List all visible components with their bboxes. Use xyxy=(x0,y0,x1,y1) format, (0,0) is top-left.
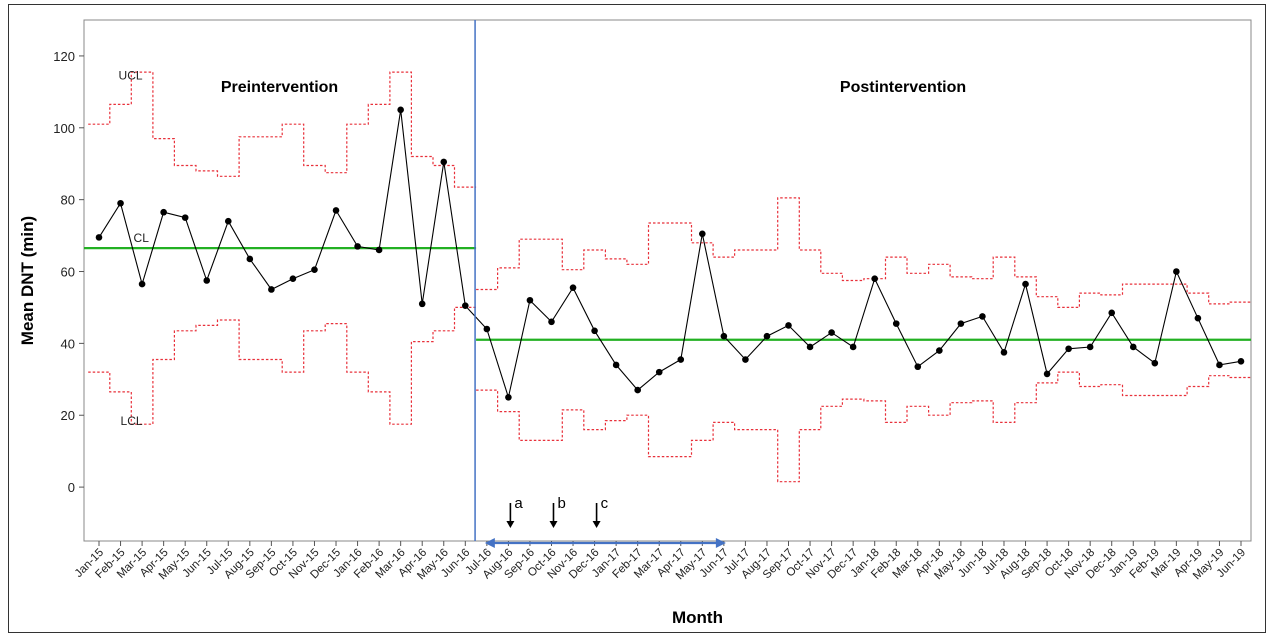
intervention-label: a xyxy=(514,495,523,512)
data-point xyxy=(354,243,361,250)
data-point xyxy=(160,208,167,216)
intervention-label: b xyxy=(557,495,565,512)
data-point xyxy=(849,343,857,351)
data-point xyxy=(979,313,986,320)
x-axis-label: Month xyxy=(672,608,723,627)
y-tick-label: 80 xyxy=(61,193,75,208)
data-series-layer xyxy=(95,106,1245,401)
intervention-arrow-head xyxy=(592,521,601,528)
data-point xyxy=(1086,343,1094,351)
data-point xyxy=(1000,349,1008,356)
data-point xyxy=(785,322,792,329)
data-point xyxy=(1216,361,1223,369)
y-tick-label: 0 xyxy=(68,480,75,495)
y-tick-label: 60 xyxy=(61,265,75,280)
data-point xyxy=(462,302,469,309)
lcl-label: LCL xyxy=(121,414,143,428)
intervention-arrow-head xyxy=(549,521,558,528)
data-point xyxy=(763,332,771,340)
cl-label: CL xyxy=(134,231,150,245)
axes-layer: 020406080100120Jan-15Feb-15Mar-15Apr-15M… xyxy=(53,19,1252,582)
data-point xyxy=(181,214,189,221)
intervention-period-arrowhead-right xyxy=(715,538,726,548)
data-point xyxy=(699,230,706,238)
data-point xyxy=(655,368,663,376)
intervention-period-arrowhead-left xyxy=(484,538,495,548)
phase-label-pre: Preintervention xyxy=(221,79,338,96)
data-point xyxy=(892,320,900,327)
data-point xyxy=(634,386,641,394)
data-point xyxy=(806,343,814,351)
intervention-label: c xyxy=(601,495,609,512)
data-point xyxy=(612,361,620,369)
annotations-layer: UCL CL LCL Preintervention Postintervention a… xyxy=(119,20,966,548)
data-point xyxy=(1194,314,1202,322)
data-point xyxy=(569,284,577,291)
data-point xyxy=(591,327,598,335)
data-point xyxy=(246,255,254,263)
data-point xyxy=(914,363,922,371)
data-point xyxy=(957,320,965,327)
data-point xyxy=(1065,345,1072,353)
data-point xyxy=(871,275,878,283)
data-point xyxy=(1108,309,1116,317)
y-tick-label: 20 xyxy=(61,408,75,423)
data-point xyxy=(375,246,383,254)
data-point xyxy=(936,347,943,354)
data-point xyxy=(268,286,275,293)
data-point xyxy=(311,266,318,274)
data-point xyxy=(397,106,404,114)
data-point xyxy=(505,393,512,401)
data-point xyxy=(289,275,297,283)
data-point xyxy=(677,356,685,363)
ucl-line-post xyxy=(476,197,1251,308)
lcl-line-post xyxy=(476,371,1251,483)
y-tick-label: 120 xyxy=(53,49,75,64)
data-point xyxy=(1043,370,1051,378)
data-point xyxy=(828,329,835,336)
ucl-line-pre xyxy=(88,71,477,188)
data-point xyxy=(483,325,491,333)
data-point xyxy=(1173,268,1180,275)
chart-frame: 0 20 40 60 80 100 120 Jan-15 Feb-15 Mar-15 Apr-15 M… xyxy=(8,4,1266,633)
data-point xyxy=(1151,359,1159,367)
data-point xyxy=(1129,343,1137,351)
center-lines-layer xyxy=(84,247,1251,341)
y-tick-label: 40 xyxy=(61,336,75,351)
y-axis-label: Mean DNT (min) xyxy=(18,216,37,345)
data-point xyxy=(224,217,232,225)
data-point xyxy=(1022,280,1029,288)
data-point xyxy=(203,277,211,284)
mean-dnt-line xyxy=(98,109,1242,400)
data-point xyxy=(526,296,534,304)
control-chart: 020406080100120Jan-15Feb-15Mar-15Apr-15M… xyxy=(18,19,1252,627)
control-limits-layer xyxy=(88,71,1251,483)
data-point xyxy=(1237,358,1245,365)
intervention-arrow-head xyxy=(506,521,515,528)
data-point xyxy=(138,280,146,288)
lcl-line-pre xyxy=(88,306,477,425)
data-point xyxy=(742,356,749,363)
data-point xyxy=(95,234,103,241)
data-point xyxy=(332,207,340,214)
data-point xyxy=(720,332,728,340)
plot-area xyxy=(83,19,1252,542)
phase-label-post: Postintervention xyxy=(840,79,966,96)
data-point xyxy=(117,199,124,207)
ucl-label: UCL xyxy=(119,68,143,82)
data-point xyxy=(440,158,448,166)
data-point xyxy=(418,300,426,308)
y-tick-label: 100 xyxy=(53,121,75,136)
data-point xyxy=(548,318,555,326)
